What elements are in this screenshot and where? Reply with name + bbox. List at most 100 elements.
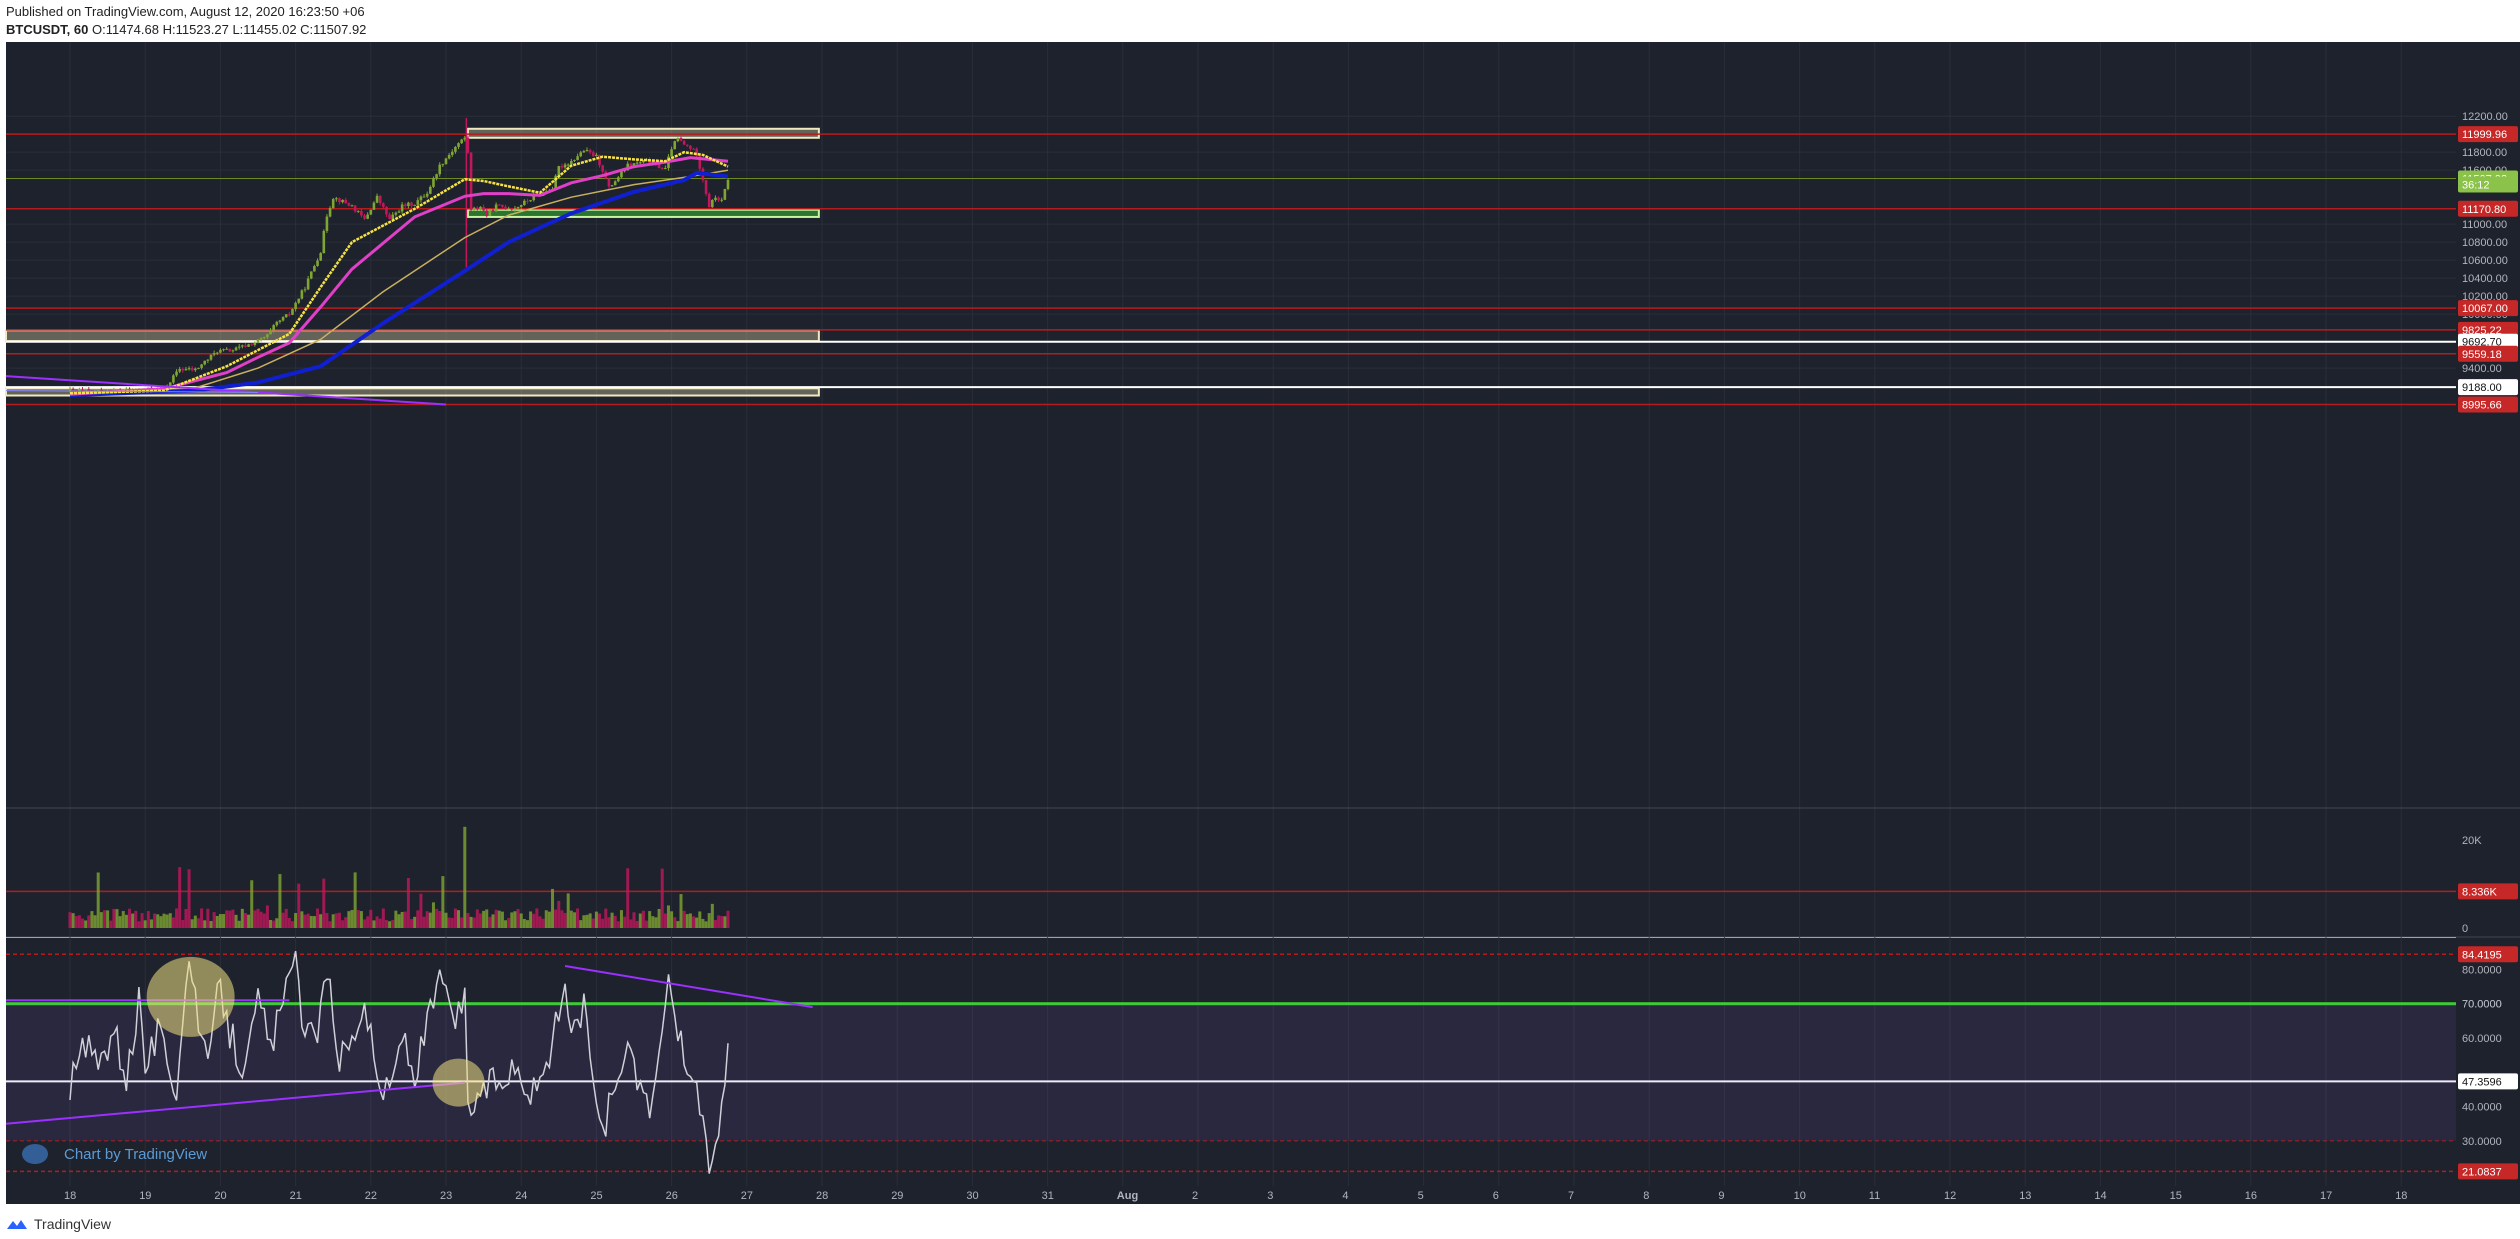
volume-tick: 0 <box>2462 923 2468 935</box>
candle-body <box>385 206 388 215</box>
candle-body <box>579 152 583 157</box>
volume-bar <box>303 914 307 928</box>
volume-bar <box>297 883 301 928</box>
volume-level-label: 8.336K <box>2462 886 2498 898</box>
volume-bar <box>638 913 642 928</box>
volume-bar <box>547 911 551 928</box>
candle-body <box>720 199 724 201</box>
volume-bar <box>243 913 247 928</box>
volume-bar <box>510 912 514 928</box>
volume-bar <box>115 909 119 928</box>
volume-bar <box>482 910 486 928</box>
volume-bar <box>598 913 602 928</box>
volume-bar <box>713 920 717 928</box>
candle-body <box>194 368 197 371</box>
volume-bar <box>394 910 398 928</box>
volume-bar <box>272 920 276 928</box>
candle-body <box>87 389 91 391</box>
candle-body <box>266 334 269 338</box>
candle-body <box>250 344 254 346</box>
volume-bar <box>500 911 504 928</box>
volume-bar <box>162 913 166 928</box>
volume-bar <box>710 903 714 928</box>
volume-bar <box>165 914 169 928</box>
candle-body <box>247 344 250 347</box>
candle-body <box>679 138 683 141</box>
time-tick: 29 <box>891 1190 903 1202</box>
candle-body <box>300 290 304 299</box>
candle-body <box>676 138 680 142</box>
candle-body <box>212 352 216 355</box>
candle-body <box>689 145 692 149</box>
volume-bar <box>77 915 81 928</box>
volume-bar <box>522 918 526 928</box>
volume-bar <box>356 910 360 928</box>
volume-bar <box>212 912 216 928</box>
volume-bar <box>425 911 429 928</box>
volume-bar <box>250 880 254 928</box>
candle-body <box>372 202 376 210</box>
candle-body <box>328 208 332 217</box>
volume-bar <box>692 916 696 928</box>
volume-bar <box>300 911 304 928</box>
volume-bar <box>228 910 232 928</box>
candle-body <box>488 209 492 217</box>
volume-bar <box>651 916 655 928</box>
candle-body <box>331 199 335 209</box>
time-tick: 8 <box>1643 1190 1649 1202</box>
time-tick: 12 <box>1944 1190 1956 1202</box>
volume-bar <box>594 911 598 928</box>
volume-bar <box>635 920 639 928</box>
candle-body <box>613 181 617 186</box>
candle-body <box>228 348 232 352</box>
candle-body <box>294 302 297 310</box>
candle-body <box>425 193 429 197</box>
price-level-label: 11170.80 <box>2462 204 2506 216</box>
volume-bar <box>566 893 570 928</box>
candle-body <box>704 180 708 194</box>
volume-bar <box>215 916 219 928</box>
candle-body <box>560 166 564 168</box>
candle-body <box>394 212 398 215</box>
rsi-level-tag <box>2458 995 2518 1012</box>
volume-bar <box>457 910 461 928</box>
time-tick: 16 <box>2245 1190 2257 1202</box>
volume-bar <box>234 914 238 928</box>
volume-bar <box>240 908 244 928</box>
volume-bar <box>121 911 125 928</box>
candle-body <box>563 164 567 168</box>
candle-body <box>576 156 579 160</box>
rsi-tick: 30.0000 <box>2462 1136 2502 1148</box>
price-level-tag <box>2458 300 2518 317</box>
ema-fast-line <box>69 150 729 395</box>
price-tick: 12200.00 <box>2462 111 2508 123</box>
price-level-tag <box>2458 333 2518 350</box>
volume-bar <box>140 913 144 928</box>
volume-bar <box>337 912 341 928</box>
footer-brand: TradingView <box>34 1216 112 1232</box>
volume-bar <box>294 913 298 928</box>
candle-body <box>707 193 711 208</box>
volume-bar <box>175 908 179 928</box>
candle-body <box>598 154 601 166</box>
price-tick: 10600.00 <box>2462 255 2508 267</box>
volume-bar <box>475 909 479 928</box>
candle-body <box>516 206 520 209</box>
volume-bar <box>557 900 561 928</box>
candle-body <box>209 354 213 360</box>
candle-body <box>341 199 344 203</box>
volume-bar <box>278 874 282 928</box>
candle-body <box>588 150 592 153</box>
volume-bar <box>322 878 326 928</box>
volume-bar <box>701 918 705 928</box>
volume-bar <box>657 908 661 928</box>
candle-body <box>203 360 207 365</box>
candle-body <box>347 203 351 206</box>
volume-bar <box>372 920 376 928</box>
volume-bar <box>200 908 204 928</box>
volume-bar <box>344 917 348 928</box>
volume-bar <box>410 918 414 928</box>
volume-bar <box>388 921 392 928</box>
candle-body <box>206 359 210 361</box>
